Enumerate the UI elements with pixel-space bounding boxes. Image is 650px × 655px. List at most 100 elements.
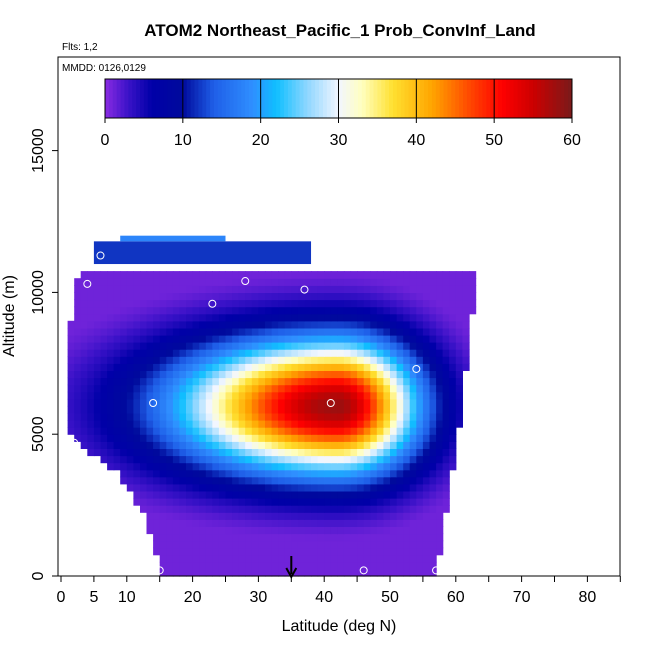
colorbar-swatch: [108, 79, 114, 118]
heat-cell: [442, 455, 450, 464]
heat-cell: [422, 462, 431, 471]
colorbar-swatch: [435, 79, 441, 118]
heat-cell: [192, 306, 200, 315]
heat-cell: [199, 462, 207, 471]
heat-cell: [278, 370, 286, 379]
colorbar-swatch: [451, 79, 456, 118]
heat-cell: [409, 498, 417, 506]
heat-cell: [113, 327, 121, 336]
heat-cell: [403, 420, 411, 428]
heat-cell: [297, 306, 306, 315]
heat-cell: [146, 320, 154, 329]
heat-cell: [232, 512, 240, 520]
heat-cell: [179, 434, 187, 442]
heat-cell: [225, 363, 233, 371]
sample-points: [70, 251, 487, 575]
heat-cell: [416, 568, 424, 577]
heat-cell: [390, 334, 398, 343]
heat-cell: [343, 540, 352, 549]
heat-cell: [317, 384, 325, 393]
heat-cell: [396, 427, 404, 435]
heat-cell: [403, 441, 411, 449]
heat-cell: [172, 356, 181, 364]
heat-cell: [166, 320, 174, 329]
heat-cell: [304, 547, 312, 556]
heat-cell: [429, 554, 437, 563]
heat-cell: [87, 356, 95, 364]
colorbar-tick-label: 20: [252, 132, 270, 149]
heat-cell: [245, 490, 253, 499]
heat-cell: [330, 448, 338, 457]
heat-cell: [225, 434, 233, 442]
heat-cell: [357, 547, 365, 556]
arrow-head: [285, 567, 298, 580]
heat-cell: [455, 363, 463, 371]
heat-cell: [311, 320, 319, 329]
heat-cell: [159, 512, 167, 520]
heat-cell: [87, 434, 95, 442]
heat-cell: [357, 292, 365, 301]
colorbar-swatch: [346, 79, 351, 118]
heat-cell: [403, 306, 411, 315]
heat-cell: [449, 448, 457, 457]
colorbar-swatch: [490, 79, 495, 118]
heat-cell: [330, 476, 338, 485]
heat-cell: [87, 327, 95, 336]
heat-cell: [100, 327, 108, 336]
heat-cell: [350, 377, 358, 386]
heat-cell: [140, 320, 148, 329]
heat-cell: [153, 356, 161, 364]
heat-cell: [343, 441, 352, 449]
heat-cell: [265, 568, 273, 577]
heat-cell: [271, 568, 279, 577]
heat-cell: [186, 483, 194, 492]
heat-cell: [376, 519, 384, 527]
heat-cell: [304, 483, 312, 492]
heat-cell: [350, 349, 358, 357]
colorbar-swatch: [354, 79, 359, 118]
heat-cell: [186, 271, 194, 279]
heat-cell: [232, 285, 240, 293]
heat-cell: [330, 412, 338, 421]
heat-cell: [370, 512, 378, 520]
heat-cell: [363, 498, 371, 506]
dates-note: MMDD: 0126,0129: [62, 63, 146, 74]
heat-cell: [343, 505, 352, 513]
heat-cell: [350, 306, 358, 315]
heat-cell: [153, 327, 161, 336]
heat-cell: [159, 405, 167, 414]
heat-cell: [436, 412, 444, 421]
heat-cell: [350, 441, 358, 449]
heat-cell: [93, 356, 102, 364]
heat-cell: [363, 554, 371, 563]
heat-cell: [146, 370, 154, 379]
heat-cell: [232, 363, 240, 371]
sample-point: [96, 251, 105, 260]
heat-cell: [284, 320, 292, 329]
heat-cell: [409, 327, 417, 336]
heat-cell: [462, 320, 470, 329]
heat-cell: [238, 554, 246, 563]
colorbar-swatch: [540, 79, 546, 118]
heat-cell: [304, 490, 312, 499]
heat-cell: [390, 498, 398, 506]
heat-cell: [80, 356, 88, 364]
heat-cell: [107, 327, 115, 336]
heat-cell: [291, 498, 299, 506]
heat-cell: [192, 476, 200, 485]
heat-cell: [93, 278, 102, 286]
heat-cell: [278, 568, 286, 577]
heat-cell: [159, 568, 167, 577]
heat-cell: [350, 483, 358, 492]
heat-cell: [284, 533, 292, 542]
heat-cell: [383, 384, 391, 393]
heat-cell: [357, 540, 365, 549]
colorbar-swatch: [241, 79, 246, 118]
heat-cell: [192, 540, 200, 549]
heat-cell: [304, 561, 312, 570]
heat-cell: [140, 271, 148, 279]
heat-cell: [383, 420, 391, 428]
heat-cell: [291, 476, 299, 485]
heat-cell: [311, 561, 319, 570]
